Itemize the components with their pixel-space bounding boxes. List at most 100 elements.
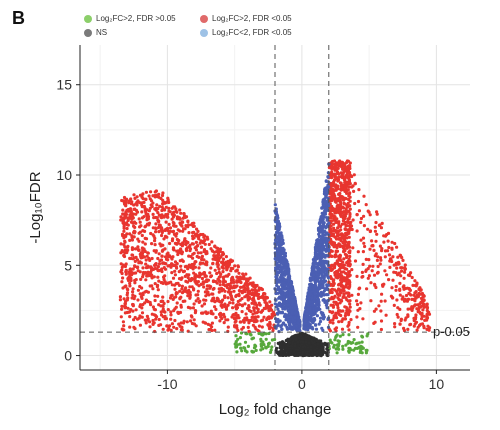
point-sig-fc — [340, 185, 344, 189]
point-sig-fc — [133, 281, 137, 285]
point-sig-only — [279, 256, 283, 260]
point-sig-fc — [153, 262, 157, 266]
point-sig-fc — [183, 237, 187, 241]
point-sig-fc — [425, 306, 430, 310]
point-sig-fc — [224, 255, 228, 259]
point-fc-only — [236, 337, 240, 341]
point-sig-fc — [334, 250, 338, 254]
point-sig-fc — [235, 306, 240, 310]
point-sig-fc — [256, 307, 260, 311]
point-sig-fc — [417, 323, 422, 328]
point-fc-only — [335, 333, 339, 337]
point-sig-fc — [173, 241, 177, 245]
point-sig-fc — [425, 302, 429, 306]
point-sig-fc — [234, 294, 238, 298]
point-sig-fc — [404, 293, 409, 298]
point-sig-fc — [124, 272, 128, 276]
point-sig-fc — [218, 283, 222, 287]
point-sig-fc — [267, 324, 271, 328]
point-sig-fc — [342, 202, 347, 206]
point-sig-fc — [261, 318, 265, 322]
point-sig-only — [314, 257, 318, 261]
point-sig-fc — [168, 226, 173, 230]
point-sig-fc — [355, 229, 359, 233]
point-sig-fc — [175, 249, 179, 253]
point-sig-fc — [368, 213, 372, 217]
point-sig-fc — [185, 320, 189, 324]
point-sig-only — [323, 190, 328, 194]
point-sig-fc — [141, 291, 145, 295]
point-sig-fc — [374, 307, 378, 311]
point-sig-fc — [130, 238, 134, 242]
point-sig-fc — [188, 293, 192, 297]
point-sig-only — [320, 215, 325, 219]
point-sig-fc — [226, 318, 230, 322]
point-sig-fc — [223, 315, 227, 319]
point-sig-fc — [123, 305, 128, 309]
point-sig-fc — [129, 269, 133, 274]
point-sig-fc — [368, 247, 372, 251]
point-sig-fc — [233, 325, 237, 329]
point-sig-fc — [415, 293, 419, 297]
point-sig-fc — [330, 172, 334, 177]
point-sig-fc — [164, 257, 169, 261]
point-fc-only — [360, 340, 364, 344]
point-sig-fc — [373, 254, 377, 258]
point-sig-fc — [398, 281, 402, 285]
point-sig-fc — [153, 207, 157, 211]
point-sig-fc — [329, 282, 333, 286]
point-sig-only — [288, 289, 292, 293]
point-sig-fc — [341, 309, 345, 313]
point-sig-only — [281, 262, 285, 266]
point-sig-fc — [169, 313, 173, 317]
point-sig-fc — [347, 178, 351, 182]
point-sig-fc — [266, 316, 270, 320]
point-sig-fc — [194, 299, 198, 303]
point-sig-fc — [199, 282, 203, 286]
point-sig-fc — [141, 270, 146, 275]
point-sig-fc — [334, 326, 339, 330]
point-sig-only — [315, 238, 319, 242]
point-sig-only — [277, 252, 281, 256]
point-sig-fc — [248, 281, 252, 286]
point-sig-fc — [398, 288, 402, 292]
point-sig-fc — [262, 291, 266, 296]
point-sig-fc — [236, 328, 240, 333]
point-sig-fc — [418, 302, 422, 306]
point-sig-fc — [332, 242, 336, 246]
point-sig-fc — [373, 283, 377, 287]
point-sig-fc — [386, 239, 390, 243]
point-sig-fc — [197, 266, 201, 270]
point-sig-only — [286, 298, 291, 302]
point-sig-fc — [128, 232, 132, 236]
point-sig-fc — [191, 267, 195, 271]
point-sig-fc — [245, 293, 249, 297]
point-sig-fc — [342, 293, 346, 297]
point-sig-fc — [122, 254, 127, 259]
point-sig-only — [273, 203, 277, 207]
point-sig-fc — [344, 296, 348, 300]
point-sig-fc — [333, 162, 337, 166]
point-sig-fc — [128, 267, 132, 271]
point-sig-fc — [352, 189, 356, 193]
point-sig-only — [306, 294, 310, 298]
point-sig-fc — [328, 329, 332, 333]
point-sig-only — [312, 287, 316, 291]
point-sig-fc — [181, 229, 185, 233]
point-sig-fc — [188, 285, 192, 289]
point-sig-fc — [131, 267, 135, 271]
point-sig-fc — [401, 258, 405, 262]
point-ns — [315, 353, 319, 357]
point-sig-fc — [260, 325, 264, 329]
point-sig-fc — [130, 296, 134, 300]
point-sig-fc — [223, 305, 227, 309]
point-fc-only — [332, 345, 336, 349]
point-sig-fc — [146, 274, 150, 278]
point-sig-fc — [243, 302, 247, 306]
point-sig-fc — [180, 325, 184, 329]
point-sig-fc — [415, 281, 419, 285]
point-sig-fc — [342, 237, 347, 241]
point-sig-fc — [386, 231, 391, 235]
point-sig-fc — [383, 269, 387, 273]
point-sig-fc — [191, 306, 195, 310]
